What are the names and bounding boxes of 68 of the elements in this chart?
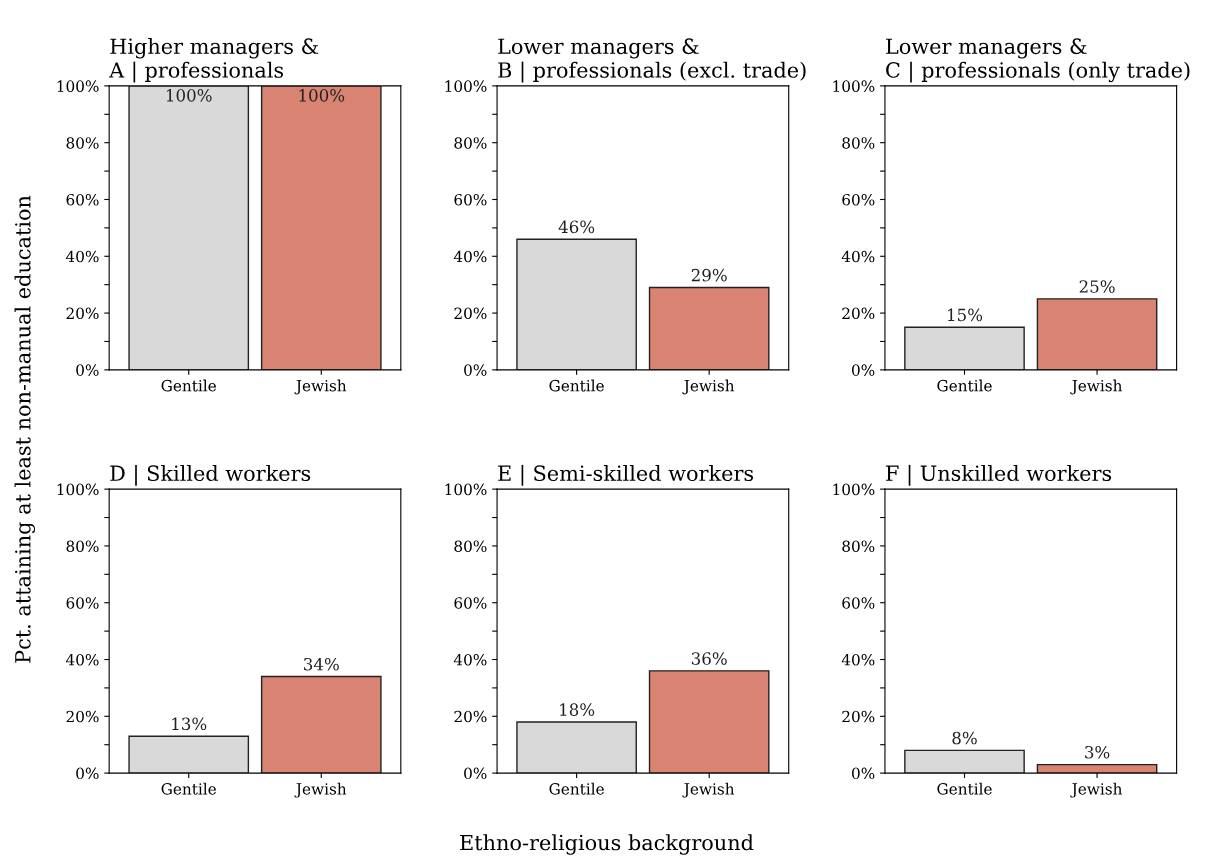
x-tick-label: Gentile: [161, 782, 216, 795]
y-tick-label: 60%: [66, 597, 99, 609]
x-tick-label: Gentile: [161, 379, 216, 392]
y-tick-label: 0%: [464, 364, 487, 376]
y-tick-label: 20%: [454, 710, 487, 723]
y-tick-label: 80%: [842, 137, 875, 149]
y-tick-label: 40%: [453, 653, 487, 666]
y-tick-label: 40%: [841, 250, 875, 263]
x-tick-label: Jewish: [1070, 782, 1123, 798]
data-label: 29%: [691, 268, 727, 282]
data-label: 100%: [299, 89, 345, 102]
chart-title: Lower managers & C | professionals (only trade): [886, 38, 1190, 83]
y-tick-label: 20%: [842, 307, 875, 320]
data-label: 13%: [172, 717, 207, 731]
chart-title: E | Semi-skilled workers: [498, 464, 754, 486]
y-tick-label: 100%: [833, 80, 875, 92]
y-tick-label: 0%: [464, 767, 487, 780]
y-tick-label: 100%: [57, 483, 99, 496]
y-tick-label: 100%: [57, 80, 99, 92]
x-axis-title: Ethno-religious background: [460, 834, 754, 855]
x-tick-label: Gentile: [549, 782, 604, 795]
y-tick-label: 100%: [833, 483, 875, 496]
x-tick-label: Gentile: [937, 782, 992, 795]
y-tick-label: 20%: [66, 710, 99, 723]
y-tick-label: 60%: [842, 597, 875, 609]
y-tick-label: 40%: [65, 653, 99, 666]
x-tick-label: Jewish: [294, 379, 347, 395]
y-tick-label: 20%: [842, 710, 875, 723]
data-label: 15%: [948, 308, 983, 322]
y-tick-label: 80%: [66, 540, 99, 552]
y-tick-label: 40%: [841, 653, 875, 666]
y-tick-label: 0%: [852, 767, 875, 780]
data-label: 100%: [166, 89, 212, 102]
x-tick-label: Jewish: [682, 379, 735, 395]
y-axis-title: Pct. attaining at least non-manual education: [14, 195, 36, 663]
y-tick-label: 20%: [66, 307, 99, 320]
y-tick-label: 60%: [66, 193, 99, 206]
data-label: 36%: [691, 652, 727, 665]
y-tick-label: 0%: [76, 767, 99, 780]
y-tick-label: 100%: [445, 80, 487, 92]
x-tick-label: Gentile: [937, 379, 992, 392]
y-tick-label: 60%: [842, 193, 875, 206]
x-tick-label: Jewish: [682, 782, 735, 798]
y-tick-label: 40%: [65, 250, 99, 263]
y-tick-label: 40%: [453, 250, 487, 263]
data-label: 3%: [1085, 745, 1110, 759]
y-tick-label: 60%: [454, 193, 487, 206]
data-label: 8%: [952, 731, 977, 745]
chart-title: Lower managers & B | professionals (excl. trade): [498, 38, 806, 83]
y-tick-label: 80%: [454, 137, 487, 149]
x-tick-label: Gentile: [549, 379, 604, 392]
data-label: 25%: [1079, 280, 1115, 293]
y-tick-label: 80%: [66, 137, 99, 149]
y-tick-label: 20%: [454, 307, 487, 320]
y-tick-label: 0%: [76, 364, 99, 376]
chart-title: F | Unskilled workers: [886, 464, 1112, 486]
data-label: 34%: [304, 657, 339, 671]
chart-title: D | Skilled workers: [110, 464, 311, 486]
y-tick-label: 0%: [852, 364, 875, 376]
data-label: 46%: [558, 220, 595, 234]
y-tick-label: 80%: [842, 540, 875, 552]
x-tick-label: Jewish: [294, 782, 347, 798]
data-label: 18%: [560, 703, 595, 716]
y-tick-label: 80%: [454, 540, 487, 552]
y-tick-label: 100%: [445, 483, 487, 496]
chart-title: Higher managers & A | professionals: [109, 38, 319, 83]
y-tick-label: 60%: [454, 597, 487, 609]
x-tick-label: Jewish: [1070, 379, 1123, 395]
